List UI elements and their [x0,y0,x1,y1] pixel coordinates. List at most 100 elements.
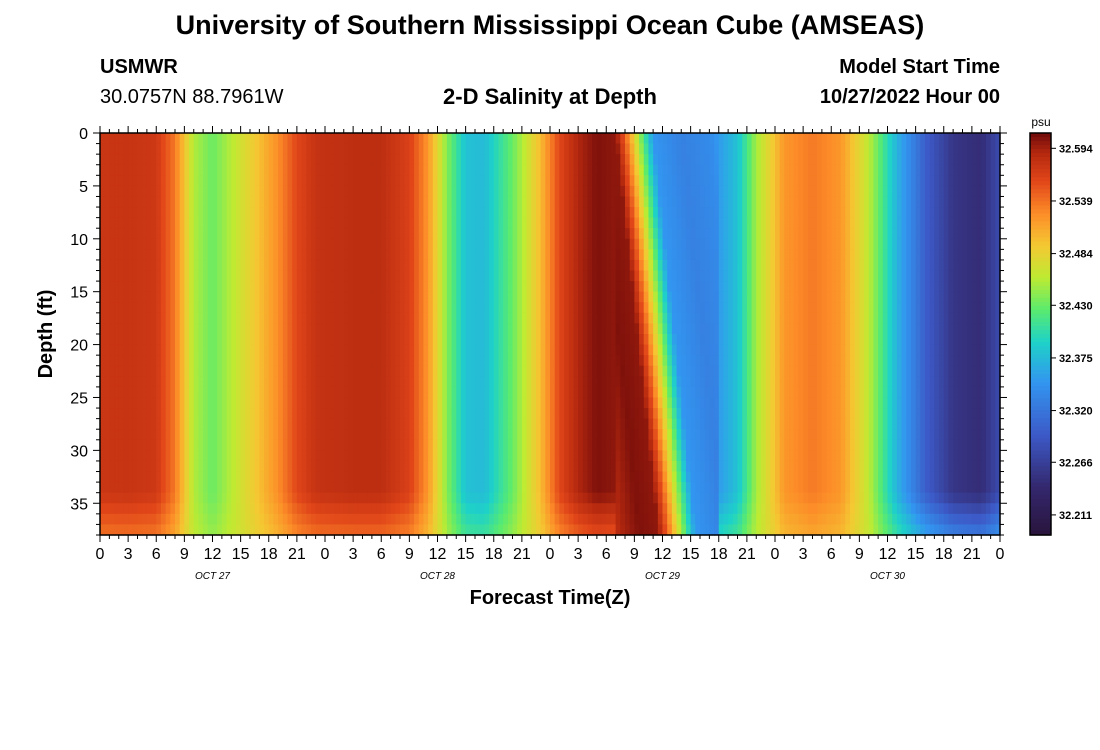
heatmap-cell [189,334,195,346]
heatmap-cell [939,323,945,335]
heatmap-cell [170,228,176,240]
heatmap-cell [207,154,214,166]
heatmap-cell [915,302,921,314]
heatmap-cell [878,133,884,145]
heatmap-cell [540,270,546,282]
heatmap-cell [910,312,917,325]
heatmap-cell [442,249,448,261]
heatmap-cell [310,175,317,187]
heatmap-cell [118,270,125,282]
heatmap-cell [217,334,223,346]
heatmap-cell [278,312,284,325]
heatmap-cell [587,376,593,388]
heatmap-cell [493,312,500,325]
heatmap-cell [100,397,106,409]
heatmap-cell [442,323,448,335]
heatmap-cell [465,164,471,176]
heatmap-cell [789,143,795,155]
heatmap-cell [873,217,879,229]
heatmap-cell [203,238,209,250]
heatmap-cell [395,175,401,187]
heatmap-cell [160,312,167,325]
heatmap-cell [803,196,809,208]
heatmap-cell [114,344,120,356]
heatmap-cell [840,291,846,303]
heatmap-cell [156,175,162,187]
heatmap-cell [273,281,279,293]
heatmap-cell [535,376,542,388]
heatmap-cell [254,291,260,303]
heatmap-cell [943,376,950,388]
heatmap-cell [850,185,856,198]
heatmap-cell [948,143,954,155]
heatmap-cell [620,281,626,293]
heatmap-cell [250,302,256,314]
heatmap-cell [676,312,682,325]
heatmap-cell [540,323,546,335]
heatmap-cell [512,397,518,409]
heatmap-cell [943,133,950,145]
heatmap-cell [789,344,795,356]
heatmap-cell [357,323,364,335]
heatmap-cell [114,397,120,409]
heatmap-cell [498,312,504,325]
heatmap-cell [273,175,279,187]
heatmap-cell [676,334,682,346]
heatmap-cell [217,228,223,240]
heatmap-cell [953,334,959,346]
heatmap-cell [250,164,256,176]
heatmap-cell [245,344,251,356]
heatmap-cell [953,164,959,176]
heatmap-cell [475,207,481,219]
heatmap-cell [610,334,617,346]
heatmap-cell [395,238,401,250]
heatmap-cell [671,397,678,409]
heatmap-cell [254,376,260,388]
heatmap-cell [578,291,584,303]
heatmap-cell [217,376,223,388]
heatmap-cell [160,291,167,303]
heatmap-cell [498,217,504,229]
heatmap-cell [554,281,560,293]
heatmap-cell [254,365,260,377]
heatmap-cell [287,291,293,303]
heatmap-cell [428,365,434,377]
heatmap-cell [381,312,387,325]
heatmap-cell [620,207,626,219]
heatmap-cell [892,291,898,303]
heatmap-cell [864,228,870,240]
heatmap-cell [751,143,757,155]
heatmap-cell [620,185,626,198]
heatmap-cell [404,228,410,240]
heatmap-cell [146,185,153,198]
heatmap-cell [896,164,903,176]
heatmap-cell [329,323,335,335]
heatmap-cell [376,344,382,356]
heatmap-cell [437,164,443,176]
heatmap-cell [278,397,284,409]
heatmap-cell [695,281,701,293]
heatmap-cell [442,164,448,176]
heatmap-cell [156,196,162,208]
heatmap-cell [596,133,603,145]
heatmap-cell [559,143,565,155]
heatmap-cell [221,291,228,303]
heatmap-cell [287,334,293,346]
heatmap-cell [451,249,457,261]
heatmap-cell [137,291,143,303]
heatmap-cell [264,312,270,325]
heatmap-cell [700,334,706,346]
heatmap-cell [746,207,753,219]
heatmap-cell [320,207,326,219]
heatmap-cell [278,302,284,314]
heatmap-cell [934,281,940,293]
heatmap-cell [953,281,959,293]
heatmap-cell [756,196,762,208]
heatmap-cell [657,281,664,293]
heatmap-cell [995,334,1001,346]
heatmap-cell [854,355,860,367]
heatmap-cell [864,270,870,282]
heatmap-cell [160,259,167,272]
heatmap-cell [329,281,335,293]
heatmap-cell [690,175,696,187]
